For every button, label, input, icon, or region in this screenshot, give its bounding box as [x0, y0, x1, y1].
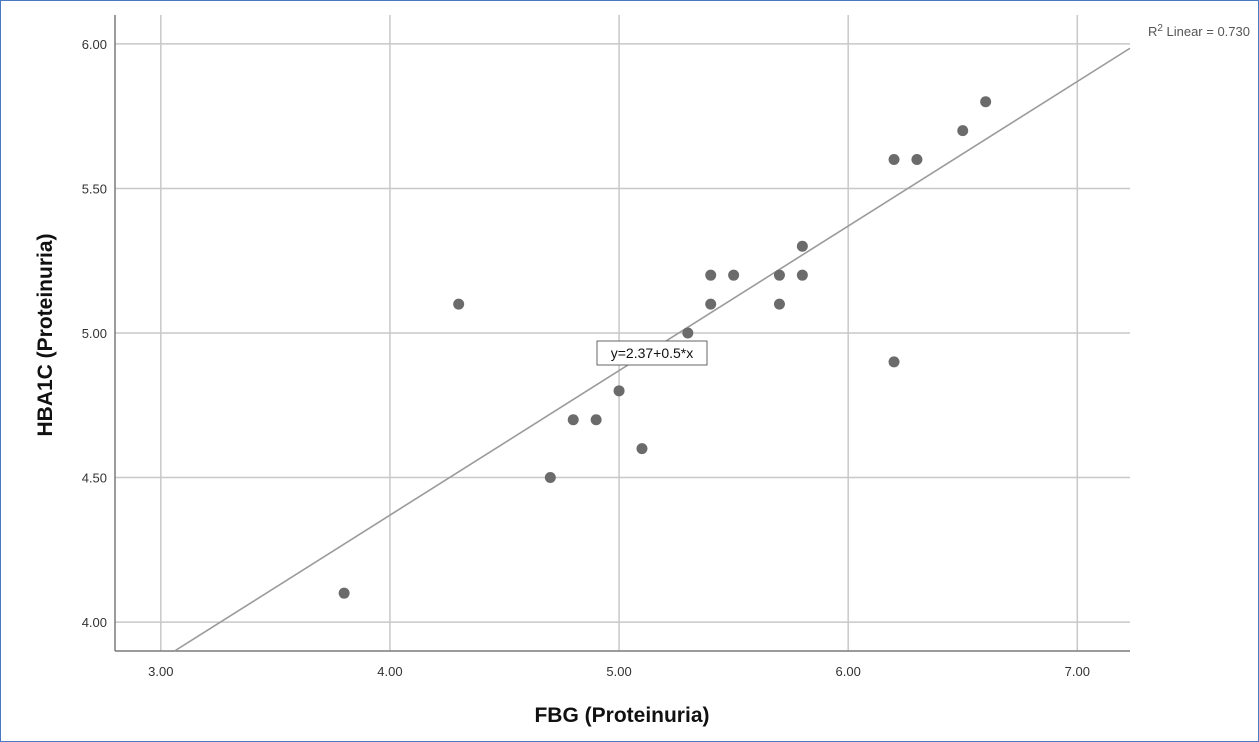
data-point	[567, 414, 579, 426]
data-point	[590, 414, 602, 426]
data-point	[728, 269, 740, 281]
y-tick-label: 5.00	[82, 326, 107, 341]
data-point	[957, 125, 969, 137]
r-squared-label: R2 Linear = 0.730	[1148, 23, 1250, 39]
y-tick-label: 5.50	[82, 181, 107, 196]
equation-label: y=2.37+0.5*x	[596, 340, 708, 366]
x-tick-label: 6.00	[836, 664, 861, 679]
y-tick-label: 4.50	[82, 471, 107, 486]
data-point	[888, 154, 900, 166]
data-point	[796, 240, 808, 252]
data-point	[888, 356, 900, 368]
data-point	[682, 327, 694, 339]
x-tick-labels: 3.00 4.00 5.00 6.00 7.00	[148, 664, 1090, 679]
data-points	[338, 96, 992, 599]
data-point	[705, 269, 717, 281]
x-tick-label: 5.00	[606, 664, 631, 679]
data-point	[980, 96, 992, 108]
data-point	[773, 269, 785, 281]
r2-value-text: Linear = 0.730	[1163, 24, 1250, 39]
r2-superscript: 2	[1157, 23, 1163, 34]
data-point	[911, 154, 923, 166]
y-axis-title: HBA1C (Proteinuria)	[34, 233, 57, 436]
y-tick-labels: 4.00 4.50 5.00 5.50 6.00	[82, 37, 107, 630]
data-point	[544, 472, 556, 484]
equation-box	[596, 340, 708, 366]
data-point	[338, 587, 350, 599]
y-tick-label: 6.00	[82, 37, 107, 52]
x-tick-label: 4.00	[377, 664, 402, 679]
r2-prefix: R	[1148, 24, 1157, 39]
data-point	[705, 298, 717, 310]
data-point	[773, 298, 785, 310]
x-tick-label: 7.00	[1065, 664, 1090, 679]
x-axis-title: FBG (Proteinuria)	[534, 704, 709, 727]
data-point	[796, 269, 808, 281]
data-point	[453, 298, 465, 310]
axes-layer	[114, 15, 1130, 652]
grid-layer	[115, 15, 1130, 651]
data-point	[636, 443, 648, 455]
x-tick-label: 3.00	[148, 664, 173, 679]
equation-text: y=2.37+0.5*x	[611, 345, 694, 361]
y-tick-label: 4.00	[82, 615, 107, 630]
data-point	[613, 385, 625, 397]
